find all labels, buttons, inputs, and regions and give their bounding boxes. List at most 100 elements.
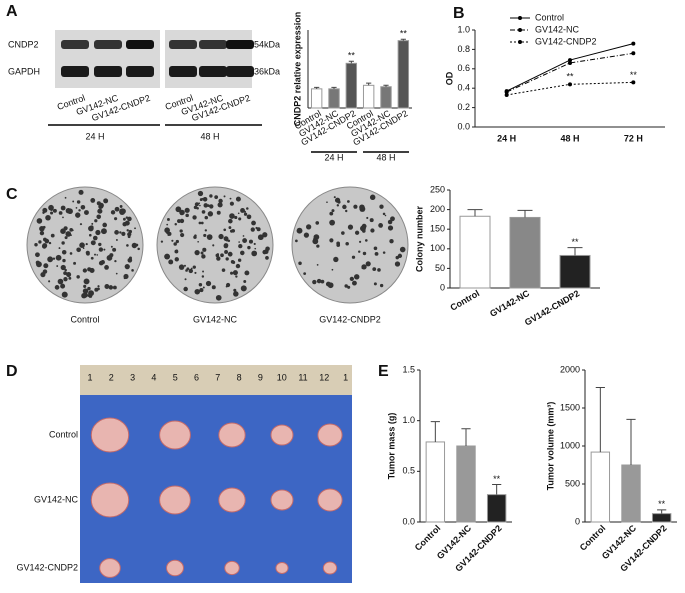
colony xyxy=(183,264,186,267)
colony-dish xyxy=(291,186,409,304)
colony xyxy=(186,267,190,271)
colony xyxy=(177,219,181,223)
colony xyxy=(96,214,102,220)
colony xyxy=(61,291,68,298)
colony xyxy=(216,256,221,261)
colony xyxy=(202,247,207,252)
colony xyxy=(41,243,47,249)
colony xyxy=(126,229,129,232)
bar xyxy=(459,215,491,289)
legend-label: Control xyxy=(535,12,564,22)
colony xyxy=(102,222,108,228)
colony xyxy=(98,247,104,252)
colony xyxy=(96,254,99,256)
bar xyxy=(397,40,410,109)
ruler-number: 1 xyxy=(343,372,348,382)
tumor xyxy=(90,417,130,453)
colony-dish xyxy=(26,186,144,304)
colony xyxy=(60,283,66,289)
x-tick-label: 24 H xyxy=(497,133,516,143)
blot-band xyxy=(126,40,154,49)
y-tick-label: 100 xyxy=(430,243,445,253)
colony xyxy=(333,196,336,199)
colony xyxy=(360,225,366,232)
colony xyxy=(97,285,100,288)
colony xyxy=(104,265,109,270)
colony xyxy=(42,237,47,242)
colony xyxy=(206,234,213,240)
colony xyxy=(166,223,169,226)
colony xyxy=(123,217,126,221)
y-tick-label: 200 xyxy=(430,204,445,214)
colony xyxy=(110,245,113,248)
colony xyxy=(254,247,257,250)
panel-label: E xyxy=(378,363,389,380)
colony xyxy=(171,239,174,242)
legend-marker xyxy=(518,40,522,44)
colony xyxy=(262,232,268,238)
group-label: 24 H xyxy=(324,152,343,162)
colony xyxy=(78,209,81,212)
colony xyxy=(351,255,356,259)
colony xyxy=(242,238,248,243)
colony xyxy=(211,285,216,290)
colony xyxy=(35,260,40,265)
colony xyxy=(329,211,334,216)
colony xyxy=(329,219,336,226)
colony xyxy=(35,252,40,258)
colony xyxy=(216,210,221,215)
colony xyxy=(134,227,136,230)
colony xyxy=(228,226,232,230)
colony xyxy=(82,268,88,273)
colony xyxy=(327,282,334,289)
tumor xyxy=(317,488,343,512)
colony xyxy=(82,288,89,294)
colony xyxy=(48,241,52,245)
colony xyxy=(377,268,381,272)
colony xyxy=(369,194,376,201)
colony xyxy=(306,224,312,230)
colony xyxy=(64,268,67,272)
colony xyxy=(238,243,243,249)
colony xyxy=(349,276,354,282)
colony xyxy=(124,264,130,270)
colony xyxy=(295,239,298,243)
colony xyxy=(193,205,198,210)
colony xyxy=(127,216,132,222)
colony xyxy=(359,204,365,210)
colony xyxy=(329,238,334,243)
colony xyxy=(75,206,78,209)
colony xyxy=(387,219,393,225)
colony xyxy=(256,227,261,232)
colony xyxy=(235,263,241,269)
colony xyxy=(238,217,242,221)
panel-label: B xyxy=(453,5,465,22)
colony xyxy=(57,278,64,285)
colony xyxy=(175,239,179,244)
blot-band xyxy=(94,40,122,49)
colony xyxy=(90,240,96,246)
y-tick-label: 0.6 xyxy=(457,63,470,73)
significance: ** xyxy=(571,237,579,247)
colony xyxy=(64,236,68,240)
error-bar xyxy=(595,386,605,453)
colony xyxy=(82,247,85,250)
ruler-number: 9 xyxy=(258,372,263,382)
colony xyxy=(204,229,208,232)
colony xyxy=(399,246,406,253)
colony xyxy=(79,223,83,226)
colony xyxy=(47,256,54,263)
error-bar xyxy=(383,84,389,87)
row-label: GV142-CNDP2 xyxy=(16,562,78,572)
colony xyxy=(251,220,256,226)
colony xyxy=(83,284,87,288)
significance: ** xyxy=(658,499,666,509)
colony xyxy=(110,210,116,215)
error-bar xyxy=(657,509,667,514)
colony xyxy=(246,207,249,210)
colony xyxy=(178,264,185,270)
tumor xyxy=(218,422,246,448)
size-label: 36kDa xyxy=(254,66,280,76)
colony xyxy=(224,250,228,254)
colony xyxy=(243,212,248,216)
